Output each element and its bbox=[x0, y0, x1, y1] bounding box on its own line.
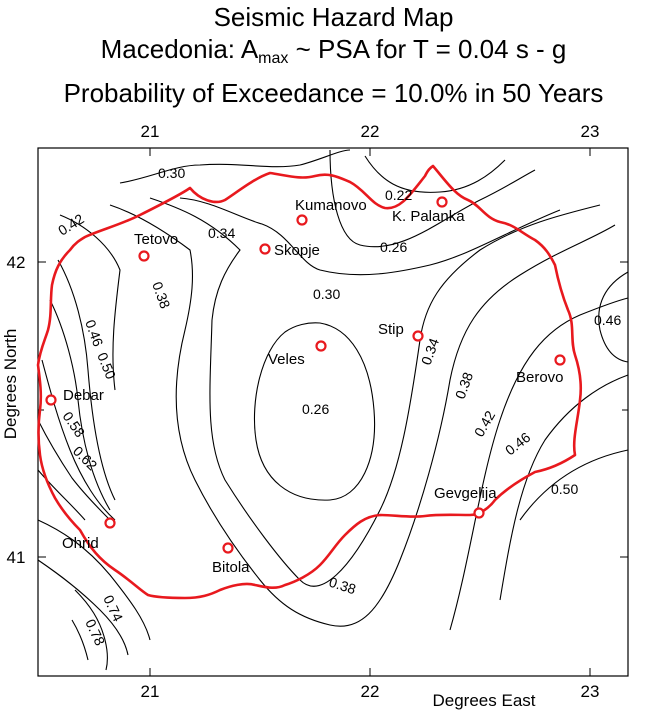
contour-0.46-east bbox=[499, 374, 629, 601]
contour-label: 0.42 bbox=[471, 408, 499, 440]
contour-label: 0.34 bbox=[208, 225, 235, 241]
contour-0.62 bbox=[37, 469, 86, 521]
contour-0.46-far-east bbox=[598, 271, 629, 363]
city-marker-tetovo[interactable] bbox=[138, 250, 150, 262]
contour-0.42-east bbox=[449, 297, 629, 631]
contour-0.30-mid bbox=[179, 197, 561, 276]
contour-label: 0.46 bbox=[82, 318, 106, 349]
x-tick-bottom-21: 21 bbox=[141, 682, 160, 701]
exceedance-title: Probability of Exceedance = 10.0% in 50 … bbox=[63, 78, 604, 108]
contour-label: 0.26 bbox=[380, 239, 407, 255]
city-label-tetovo: Tetovo bbox=[134, 231, 178, 248]
contour-label: 0.46 bbox=[594, 312, 621, 328]
contour-label: 0.34 bbox=[418, 336, 442, 367]
contour-0.42-west bbox=[59, 214, 121, 391]
contour-0.74 bbox=[74, 589, 108, 671]
y-tick-41: 41 bbox=[7, 548, 26, 567]
city-marker-skopje[interactable] bbox=[259, 243, 271, 255]
subtitle-subscript: max bbox=[258, 50, 289, 67]
contour-0.38-east bbox=[109, 204, 616, 627]
contour-0.58 bbox=[37, 419, 111, 521]
contour-label: 0.30 bbox=[158, 165, 185, 181]
contour-0.78 bbox=[71, 619, 89, 661]
contour-label: 0.50 bbox=[94, 350, 119, 381]
contour-0.22 bbox=[364, 155, 506, 193]
x-tick-bottom-22: 22 bbox=[361, 682, 380, 701]
city-label-bitola: Bitola bbox=[212, 559, 250, 576]
city-marker-berovo[interactable] bbox=[554, 354, 566, 366]
contour-label: 0.42 bbox=[55, 210, 87, 238]
x-tick-top-22: 22 bbox=[361, 122, 380, 141]
x-tick-bottom-23: 23 bbox=[581, 682, 600, 701]
city-label-kpalanka: K. Palanka bbox=[392, 208, 465, 225]
x-tick-top-21: 21 bbox=[141, 122, 160, 141]
contour-0.26-north bbox=[329, 149, 536, 248]
x-axis-title: Degrees East bbox=[433, 691, 536, 710]
contour-label: 0.38 bbox=[149, 280, 173, 311]
map-frame bbox=[37, 147, 629, 677]
contour-label: 0.58 bbox=[60, 409, 89, 441]
city-label-ohrid: Ohrid bbox=[62, 535, 99, 552]
city-markers bbox=[45, 196, 566, 554]
contour-0.30-north bbox=[119, 149, 351, 184]
contour-label: 0.26 bbox=[302, 401, 329, 417]
city-label-berovo: Berovo bbox=[516, 369, 564, 386]
city-label-kumanovo: Kumanovo bbox=[295, 197, 367, 214]
city-marker-gevgelija[interactable] bbox=[473, 507, 485, 519]
map-subtitle: Macedonia: Amax ~ PSA for T = 0.04 s - g bbox=[0, 34, 667, 67]
contour-0.70 bbox=[37, 559, 129, 656]
city-marker-debar[interactable] bbox=[45, 394, 57, 406]
contour-label: 0.30 bbox=[313, 286, 340, 302]
city-marker-ohrid[interactable] bbox=[104, 517, 116, 529]
contour-0.54 bbox=[41, 359, 116, 521]
contour-0.50-east bbox=[519, 449, 629, 521]
city-label-stip: Stip bbox=[378, 321, 404, 338]
contour-lines bbox=[37, 149, 629, 671]
city-label-veles: Veles bbox=[268, 351, 305, 368]
subtitle-suffix: ~ PSA for T = 0.04 s - g bbox=[288, 34, 567, 64]
contour-0.34 bbox=[149, 197, 601, 587]
contour-0.66 bbox=[37, 519, 151, 641]
city-marker-stip[interactable] bbox=[412, 330, 424, 342]
country-border bbox=[36, 164, 583, 600]
y-tick-42: 42 bbox=[7, 253, 26, 272]
city-marker-veles[interactable] bbox=[315, 340, 327, 352]
contour-0.46-west bbox=[57, 259, 116, 501]
x-tick-top-23: 23 bbox=[581, 122, 600, 141]
y-axis-title: Degrees North bbox=[1, 329, 20, 440]
contour-label: 0.46 bbox=[502, 429, 533, 459]
city-marker-bitola[interactable] bbox=[222, 542, 234, 554]
axis-ticks bbox=[38, 148, 628, 676]
city-label-gevgelija: Gevgelija bbox=[434, 485, 497, 502]
map-title: Seismic Hazard Map bbox=[213, 2, 454, 32]
subtitle-prefix: Macedonia: A bbox=[100, 34, 259, 64]
contour-0.26-veles bbox=[253, 322, 376, 501]
contour-label: 0.38 bbox=[452, 370, 476, 401]
contour-label: 0.62 bbox=[70, 443, 101, 474]
contour-0.50-west bbox=[49, 299, 111, 511]
contour-label: 0.78 bbox=[82, 617, 108, 649]
contour-label: 0.74 bbox=[100, 593, 126, 625]
city-label-debar: Debar bbox=[63, 387, 104, 404]
contour-label: 0.22 bbox=[385, 187, 412, 203]
contour-label: 0.50 bbox=[551, 481, 578, 497]
city-marker-kumanovo[interactable] bbox=[296, 214, 308, 226]
city-label-skopje: Skopje bbox=[274, 242, 320, 259]
contour-label: 0.38 bbox=[327, 574, 358, 598]
city-marker-kpalanka[interactable] bbox=[436, 196, 448, 208]
